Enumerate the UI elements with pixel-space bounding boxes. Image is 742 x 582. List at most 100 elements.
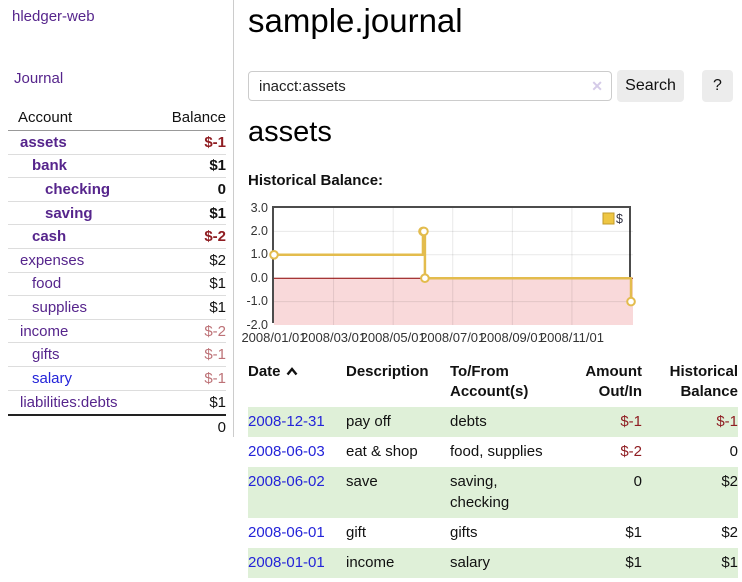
sidebar-account-row: expenses $2: [8, 249, 226, 273]
app-brand-link[interactable]: hledger-web: [12, 8, 95, 25]
register-table: Date Description To/From Account(s) Amou…: [248, 360, 738, 578]
account-link-liabilities-debts[interactable]: liabilities:debts: [20, 393, 118, 411]
register-header-balance: Historical Balance: [669, 363, 738, 400]
sidebar-account-row: gifts $-1: [8, 343, 226, 367]
account-balance: $-2: [204, 228, 226, 246]
sidebar-account-row: supplies $1: [8, 296, 226, 320]
historical-balance-chart[interactable]: $: [269, 206, 636, 325]
account-balance: $-1: [204, 369, 226, 387]
help-button[interactable]: ?: [702, 70, 733, 102]
chart-legend: $: [602, 212, 623, 226]
transaction-date-link[interactable]: 2008-12-31: [248, 413, 325, 430]
register-amount-cell: $-2: [620, 443, 642, 460]
accounts-table-header: Account Balance: [8, 106, 226, 131]
sidebar-account-row: salary $-1: [8, 367, 226, 391]
transaction-date-link[interactable]: 2008-06-01: [248, 524, 325, 541]
register-row: 2008-01-01 income salary $1 $1: [248, 548, 738, 578]
account-link-assets[interactable]: assets: [20, 133, 67, 151]
register-balance-cell: $2: [642, 467, 738, 518]
register-header-amount: Amount Out/In: [585, 363, 642, 400]
x-axis-tick-label: 2008/05/01: [360, 330, 426, 345]
account-balance: $1: [209, 393, 226, 411]
accounts-rows: assets $-1 bank $1 checking 0 saving $1 cash $-2 e…: [8, 131, 226, 414]
account-link-supplies[interactable]: supplies: [32, 298, 88, 316]
y-axis-tick-label: -2.0: [246, 317, 268, 332]
accounts-total-value: 0: [217, 419, 226, 437]
register-description-cell: pay off: [346, 407, 450, 437]
sidebar-account-row: bank $1: [8, 155, 226, 179]
chart-title: Historical Balance:: [248, 172, 384, 189]
account-link-food[interactable]: food: [32, 275, 62, 293]
register-header-accounts: To/From Account(s): [450, 363, 529, 400]
sort-ascending-icon: [286, 367, 297, 376]
account-balance: $-2: [204, 322, 226, 340]
register-balance-cell: $2: [721, 524, 738, 541]
page-title: sample.journal: [248, 2, 463, 39]
register-date-cell: 2008-01-01: [248, 548, 346, 578]
sidebar-account-row: saving $1: [8, 202, 226, 226]
x-axis-tick-label: 2008/03/01: [301, 330, 367, 345]
x-axis-tick-label: 2008/09/01: [479, 330, 545, 345]
account-link-salary[interactable]: salary: [32, 369, 73, 387]
register-description-cell: eat & shop: [346, 443, 418, 460]
account-link-cash[interactable]: cash: [32, 228, 67, 246]
register-description-cell: save: [346, 467, 450, 518]
account-link-saving[interactable]: saving: [45, 204, 93, 222]
register-rows: 2008-12-31 pay off debts $-1 $-1 2008-06-03 ea…: [248, 407, 738, 578]
register-date-cell: 2008-06-01: [248, 518, 346, 548]
register-amount-cell: $1: [568, 548, 642, 578]
account-balance: $1: [209, 204, 226, 222]
register-accounts-cell: saving, checking: [450, 467, 568, 518]
accounts-header-balance: Balance: [171, 109, 226, 126]
sidebar-account-row: cash $-2: [8, 225, 226, 249]
sidebar-account-row: food $1: [8, 273, 226, 297]
search-bar: ✕ Search ?: [248, 70, 742, 102]
register-row: 2008-06-02 save saving, checking 0 $2: [248, 467, 738, 518]
sidebar-account-row: checking 0: [8, 178, 226, 202]
x-axis-tick-label: 2008/07/01: [420, 330, 486, 345]
clear-search-icon[interactable]: ✕: [591, 78, 603, 94]
accounts-total-row: 0: [8, 414, 226, 440]
register-row: 2008-06-01 gift gifts $1 $2: [248, 518, 738, 548]
y-axis-tick-label: 3.0: [250, 200, 268, 215]
account-balance: $-1: [204, 133, 226, 151]
accounts-table: Account Balance assets $-1 bank $1 checking 0…: [8, 106, 226, 440]
account-link-bank[interactable]: bank: [32, 157, 68, 175]
account-link-expenses[interactable]: expenses: [20, 251, 85, 269]
account-balance: 0: [217, 180, 226, 198]
y-axis-tick-label: -1.0: [246, 294, 268, 309]
register-amount-cell: 0: [568, 467, 642, 518]
chart-canvas[interactable]: $: [269, 208, 636, 325]
account-heading: assets: [248, 116, 332, 148]
account-link-income[interactable]: income: [20, 322, 69, 340]
account-balance: $-1: [204, 346, 226, 364]
account-link-checking[interactable]: checking: [45, 180, 111, 198]
account-link-gifts[interactable]: gifts: [32, 346, 60, 364]
account-balance: $1: [209, 275, 226, 293]
register-balance-cell: $-1: [642, 407, 738, 437]
register-description-cell: gift: [346, 524, 367, 541]
account-balance: $1: [209, 298, 226, 316]
y-axis-tick-label: 2.0: [250, 223, 268, 238]
register-amount-cell: $1: [625, 524, 642, 541]
register-description-cell: income: [346, 548, 450, 578]
register-header-date[interactable]: Date: [248, 360, 346, 407]
search-button[interactable]: Search: [617, 70, 684, 102]
transaction-date-link[interactable]: 2008-01-01: [248, 554, 325, 571]
account-balance: $2: [209, 251, 226, 269]
register-accounts-cell: salary: [450, 548, 568, 578]
sidebar-account-row: assets $-1: [8, 131, 226, 155]
register-amount-cell: $-1: [568, 407, 642, 437]
register-accounts-cell: gifts: [450, 524, 478, 541]
search-input[interactable]: [248, 71, 612, 101]
register-accounts-cell: debts: [450, 407, 568, 437]
y-axis-tick-label: 1.0: [250, 247, 268, 262]
nav-journal-link[interactable]: Journal: [14, 70, 64, 87]
register-row: 2008-06-03 eat & shop food, supplies $-2 0: [248, 437, 738, 467]
sidebar-account-row: income $-2: [8, 320, 226, 344]
transaction-date-link[interactable]: 2008-06-03: [248, 443, 325, 460]
register-accounts-cell: food, supplies: [450, 443, 543, 460]
transaction-date-link[interactable]: 2008-06-02: [248, 473, 325, 490]
x-axis-tick-label: 2008/11/01: [539, 330, 604, 345]
register-date-cell: 2008-06-03: [248, 437, 346, 467]
